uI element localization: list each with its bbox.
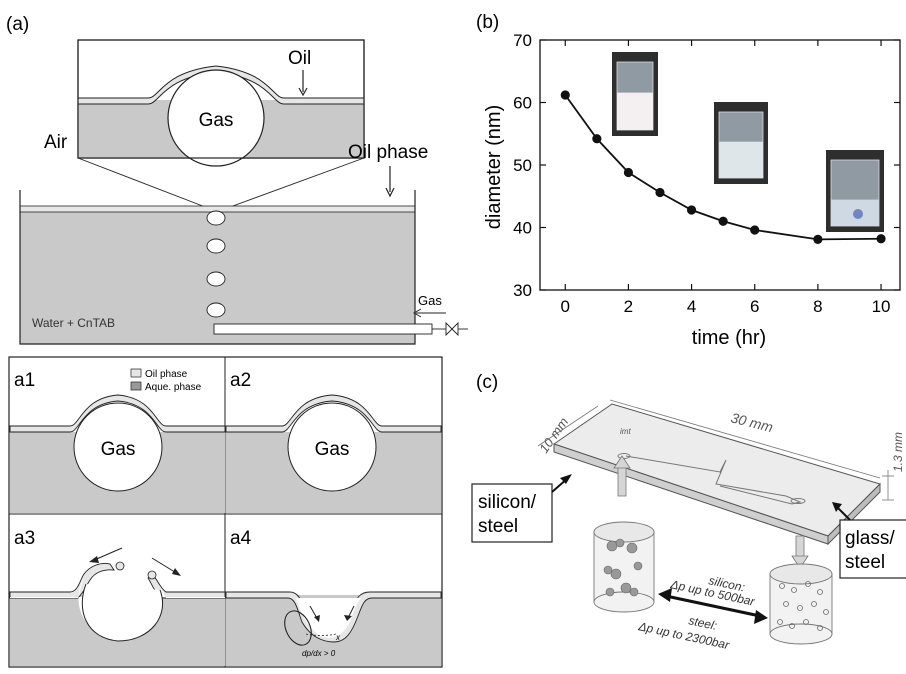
x-tick-label: 8 xyxy=(813,297,822,316)
chart-series xyxy=(560,90,886,244)
data-point xyxy=(655,187,665,198)
svg-text:Oil phase: Oil phase xyxy=(145,369,188,380)
data-point xyxy=(686,205,697,215)
x-tick-label: 0 xyxy=(561,297,570,316)
svg-text:a2: a2 xyxy=(230,370,251,391)
x-tick-label: 2 xyxy=(624,297,633,316)
subpanel-a2: a2 Gas xyxy=(225,370,442,513)
panel-b-chart: (b) 0 2 4 6 8 10 30 40 50 60 70 diameter (nm) time… xyxy=(476,12,901,349)
beaker-photos xyxy=(612,52,884,232)
tank: Water + CnTAB Gas xyxy=(19,190,468,345)
air-label: Air xyxy=(44,132,68,153)
dim-height: 1.3 mm xyxy=(891,432,905,472)
beaker-photo-beaker-clear xyxy=(826,150,884,232)
y-tick-label: 70 xyxy=(513,31,532,50)
svg-text:a3: a3 xyxy=(14,528,35,549)
panel-b-label: (b) xyxy=(476,12,499,33)
x-axis-label: time (hr) xyxy=(692,327,766,349)
data-point xyxy=(750,225,760,235)
inset-oil-label: Oil xyxy=(288,48,311,69)
x-tick-label: 4 xyxy=(687,297,696,316)
svg-text:dp/dx > 0: dp/dx > 0 xyxy=(302,649,336,658)
chip-logo: imt xyxy=(620,427,631,436)
data-point xyxy=(560,90,570,100)
microfluidic-chip: imt xyxy=(552,403,881,546)
svg-text:x: x xyxy=(335,633,341,642)
beaker-photo-beaker-partial xyxy=(714,102,768,184)
beaker-photo-beaker-milky xyxy=(612,52,658,136)
panel-c: (c) imt 10 mm 30 mm 1.3 mm xyxy=(471,372,906,652)
inset-gas-bubble xyxy=(167,69,265,167)
data-point xyxy=(876,234,886,244)
y-tick-label: 50 xyxy=(513,156,532,175)
gas-inlet-label: Gas xyxy=(418,293,442,308)
svg-text:glass/: glass/ xyxy=(845,528,895,549)
cylinder-right xyxy=(769,563,833,645)
data-point xyxy=(592,134,602,144)
data-point xyxy=(623,167,634,178)
panel-c-label: (c) xyxy=(476,372,498,393)
subpanel-a3: a3 xyxy=(9,528,226,666)
svg-text:Gas: Gas xyxy=(101,439,136,460)
svg-text:Aque. phase: Aque. phase xyxy=(145,382,202,393)
data-point xyxy=(718,216,728,226)
dim-length: 30 mm xyxy=(729,409,775,435)
y-tick-label: 40 xyxy=(513,219,532,238)
y-tick-label: 60 xyxy=(513,94,532,113)
y-axis-label: diameter (nm) xyxy=(483,105,505,229)
svg-text:steel: steel xyxy=(845,552,885,573)
panel-a: (a) Gas Oil Air Oil phase Water + CnTAB … xyxy=(6,14,468,668)
subpanel-a4: a4 x dp/dx > 0 xyxy=(225,528,442,666)
svg-text:Gas: Gas xyxy=(315,439,350,460)
label-right: glass/ steel xyxy=(832,502,906,579)
svg-text:silicon/: silicon/ xyxy=(478,492,537,513)
y-tick-label: 30 xyxy=(513,281,532,300)
svg-text:a4: a4 xyxy=(230,528,252,549)
svg-text:steel: steel xyxy=(478,516,518,537)
panel-a-label: (a) xyxy=(6,14,29,35)
x-tick-label: 10 xyxy=(872,297,891,316)
svg-text:steel:: steel: xyxy=(687,613,718,633)
svg-text:a1: a1 xyxy=(14,370,35,391)
cylinder-left xyxy=(593,521,655,613)
label-left: silicon/ steel xyxy=(471,474,572,543)
inset-gas-label: Gas xyxy=(199,110,234,131)
gel-blob xyxy=(853,209,863,219)
data-point xyxy=(813,234,823,244)
oil-phase-label: Oil phase xyxy=(348,142,428,163)
x-tick-label: 6 xyxy=(750,297,759,316)
chart-axes: 0 2 4 6 8 10 30 40 50 60 70 xyxy=(513,31,901,316)
valve-icon xyxy=(445,321,459,337)
subpanel-a1: a1 Gas Oil phase Aque. phase xyxy=(9,368,226,513)
water-label: Water + CnTAB xyxy=(32,316,115,330)
inset-box: Gas Oil xyxy=(77,39,365,167)
